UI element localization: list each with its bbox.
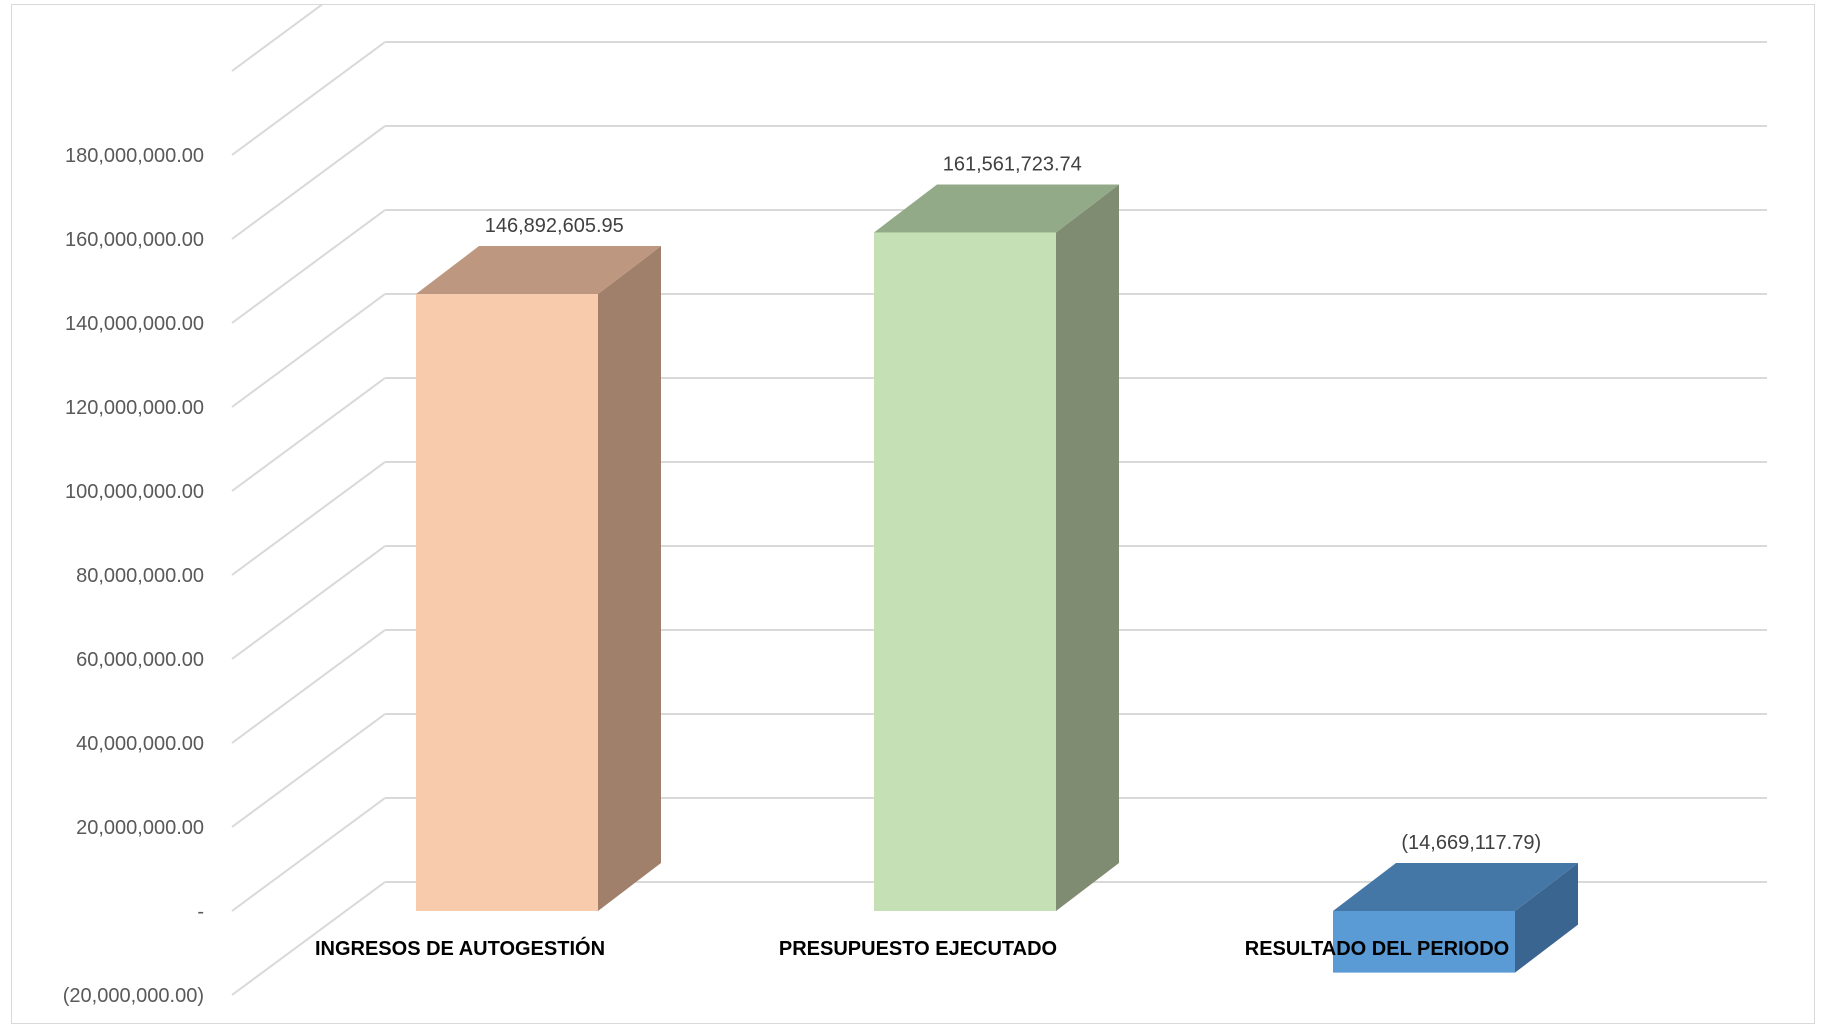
- bar-side: [598, 246, 661, 912]
- gridline-wall: [231, 713, 386, 828]
- gridline: [231, 5, 324, 72]
- data-label: 146,892,605.95: [485, 215, 624, 237]
- bar-side: [1515, 863, 1578, 973]
- gridline-wall: [231, 5, 324, 72]
- category-label: RESULTADO DEL PERIODO: [1245, 938, 1509, 960]
- gridline-wall: [231, 293, 386, 408]
- bar: [874, 184, 1119, 911]
- y-tick-label: 140,000,000.00: [65, 313, 204, 335]
- y-tick-label: 100,000,000.00: [65, 481, 204, 503]
- bars: [416, 184, 1578, 973]
- y-tick-label: 60,000,000.00: [76, 649, 204, 671]
- y-tick-label: (20,000,000.00): [63, 985, 204, 1007]
- y-tick-label: 180,000,000.00: [65, 145, 204, 167]
- bar-top: [874, 184, 1119, 233]
- data-labels: 146,892,605.95 161,561,723.74 (14,669,117.…: [485, 153, 1541, 854]
- gridline-wall: [231, 41, 386, 156]
- chart-frame: (20,000,000.00) - 20,000,000.00 40,000,000.…: [11, 4, 1815, 1024]
- gridline-wall: [231, 545, 386, 660]
- y-axis-tick-labels: (20,000,000.00) - 20,000,000.00 40,000,000.…: [63, 145, 204, 1007]
- data-label: 161,561,723.74: [943, 153, 1082, 175]
- y-tick-label: 20,000,000.00: [76, 817, 204, 839]
- gridline-wall: [231, 797, 386, 912]
- y-tick-label: -: [197, 901, 204, 923]
- bar: [416, 246, 661, 912]
- bar-side: [1056, 184, 1119, 911]
- gridline-wall: [231, 461, 386, 576]
- y-tick-label: 80,000,000.00: [76, 565, 204, 587]
- gridline: [231, 125, 1767, 240]
- gridline-wall: [231, 125, 386, 240]
- bar: [1333, 863, 1578, 973]
- y-tick-label: 160,000,000.00: [65, 229, 204, 251]
- bar-front: [874, 232, 1056, 911]
- bar-chart: (20,000,000.00) - 20,000,000.00 40,000,000.…: [63, 5, 1767, 1007]
- category-label: PRESUPUESTO EJECUTADO: [779, 938, 1057, 960]
- data-label: (14,669,117.79): [1401, 832, 1541, 854]
- gridline-wall: [231, 881, 386, 996]
- gridline-wall: [231, 377, 386, 492]
- bar-front: [416, 294, 598, 912]
- bar-top: [416, 246, 661, 295]
- y-tick-label: 40,000,000.00: [76, 733, 204, 755]
- y-tick-label: 120,000,000.00: [65, 397, 204, 419]
- bar-front: [1333, 911, 1515, 973]
- gridline-wall: [231, 209, 386, 324]
- bar-top: [1333, 863, 1578, 911]
- gridline-wall: [231, 629, 386, 744]
- gridline: [231, 41, 1767, 156]
- category-labels: INGRESOS DE AUTOGESTIÓN PRESUPUESTO EJECU…: [315, 936, 1509, 960]
- category-label: INGRESOS DE AUTOGESTIÓN: [315, 936, 605, 960]
